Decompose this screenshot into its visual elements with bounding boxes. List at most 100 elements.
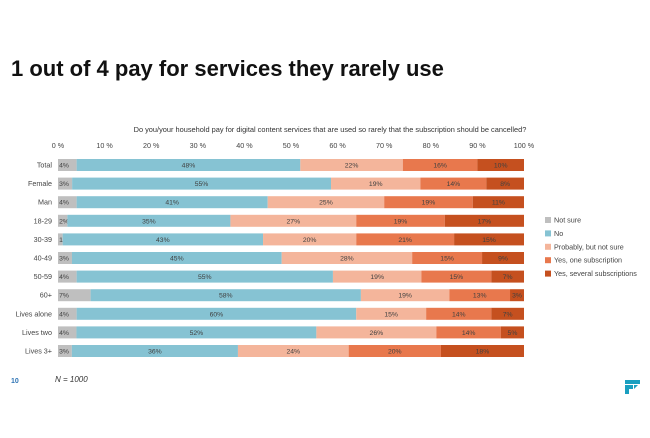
bar-segment (402, 159, 478, 171)
data-label: 4% (59, 274, 69, 281)
bar-segment (412, 252, 483, 264)
bar-segment (230, 214, 357, 227)
bar-segment (281, 252, 413, 264)
data-label: 19% (370, 274, 384, 281)
bar-segment (482, 252, 524, 264)
data-label: 60% (210, 311, 224, 318)
data-label: 3% (59, 181, 69, 188)
category-label: 40-49 (34, 254, 52, 263)
data-label: 45% (170, 256, 184, 263)
data-label: 15% (440, 256, 454, 263)
data-label: 21% (398, 237, 412, 244)
bar-segment (90, 289, 361, 302)
data-label: 14% (447, 181, 461, 188)
data-label: 14% (462, 330, 476, 337)
legend-swatch (545, 270, 551, 277)
data-label: 19% (398, 293, 412, 300)
data-label: 19% (422, 200, 436, 207)
data-label: 11% (492, 200, 505, 207)
legend-label: Not sure (554, 216, 581, 225)
x-tick-label: 20 % (143, 141, 160, 150)
bar-segment (71, 252, 282, 264)
bar-segment (356, 214, 445, 227)
bar-segment (331, 177, 421, 190)
bar-segment (58, 252, 72, 264)
data-label: 15% (482, 237, 496, 244)
bar-segment (436, 326, 501, 339)
data-label: 10% (494, 163, 508, 170)
data-label: 35% (142, 218, 156, 225)
bar-segment (300, 159, 403, 171)
legend-swatch (545, 257, 551, 264)
bars: 4% 48% 22% 16% 10% 3% 55% 19% 14% 8% 4% 41% 25% 19% 11… (58, 159, 524, 357)
data-label: 22% (345, 163, 359, 170)
bar-segment (237, 345, 349, 357)
x-tick-label: 10 % (96, 141, 113, 150)
brand-logo-icon (625, 380, 640, 394)
chart-title: Do you/your household pay for digital co… (134, 125, 527, 134)
x-tick-label: 80 % (423, 141, 440, 150)
data-label: 15% (450, 274, 464, 281)
bar-segment (356, 233, 455, 246)
category-label: Man (38, 198, 52, 207)
data-label: 8% (500, 181, 510, 188)
data-label: 14% (452, 311, 466, 318)
data-label: 7% (503, 311, 513, 318)
data-label: 5% (508, 330, 518, 337)
bar-segment (356, 307, 427, 320)
bar-segment (67, 214, 231, 227)
bar-segment (486, 177, 524, 190)
bar-segment (58, 307, 77, 320)
legend: Not sure No Probably, but not sure Yes, one… (545, 216, 637, 278)
bar-segment (58, 196, 77, 209)
data-label: 4% (59, 330, 69, 337)
x-axis-ticks: 0 % 10 % 20 % 30 % 40 % 50 % 60 % 70 % 80 % 90 % 1… (52, 141, 535, 150)
data-label: 48% (182, 163, 196, 170)
bar-segment (58, 345, 72, 357)
x-tick-label: 30 % (190, 141, 207, 150)
bar-segment (263, 233, 357, 246)
legend-label: Probably, but not sure (554, 242, 624, 251)
bar-segment (76, 326, 317, 339)
data-label: 43% (156, 237, 170, 244)
category-label: 50-59 (34, 272, 52, 281)
bar-segment (267, 196, 385, 209)
data-label: 55% (198, 274, 212, 281)
category-labels: Total Female Man 18-29 30-39 40-49 50-59 60+ Liv… (16, 161, 53, 356)
category-label: Female (28, 179, 52, 188)
data-label: 25% (319, 200, 333, 207)
bar-segment (76, 196, 268, 209)
bar-segment (58, 326, 77, 339)
category-label: Lives 3+ (25, 347, 52, 356)
data-label: 9% (498, 256, 508, 263)
page-number: 10 (11, 378, 19, 385)
data-label: 55% (195, 181, 209, 188)
bar-segment (454, 233, 524, 246)
bar-segment (76, 307, 357, 320)
data-label: 7% (503, 274, 513, 281)
category-label: Lives alone (16, 309, 52, 318)
category-label: Total (37, 161, 53, 170)
bar-segment (332, 270, 422, 283)
data-label: 15% (384, 311, 398, 318)
x-tick-label: 50 % (283, 141, 300, 150)
bar-segment (316, 326, 437, 339)
data-label: 27% (287, 218, 301, 225)
category-label: 60+ (40, 291, 52, 300)
bar-segment (491, 270, 524, 283)
bar-segment (440, 345, 524, 357)
data-label: 19% (369, 181, 383, 188)
bar-segment (58, 289, 91, 302)
legend-swatch (545, 243, 551, 250)
data-label: 36% (148, 349, 162, 356)
data-label: 3% (512, 293, 522, 300)
data-label: 17% (478, 218, 492, 225)
category-label: 18-29 (34, 216, 52, 225)
legend-swatch (545, 230, 551, 237)
data-label: 4% (59, 163, 69, 170)
data-label: 16% (433, 163, 447, 170)
bar-segment (491, 307, 524, 320)
bar-segment (426, 307, 492, 320)
x-tick-label: 70 % (376, 141, 393, 150)
